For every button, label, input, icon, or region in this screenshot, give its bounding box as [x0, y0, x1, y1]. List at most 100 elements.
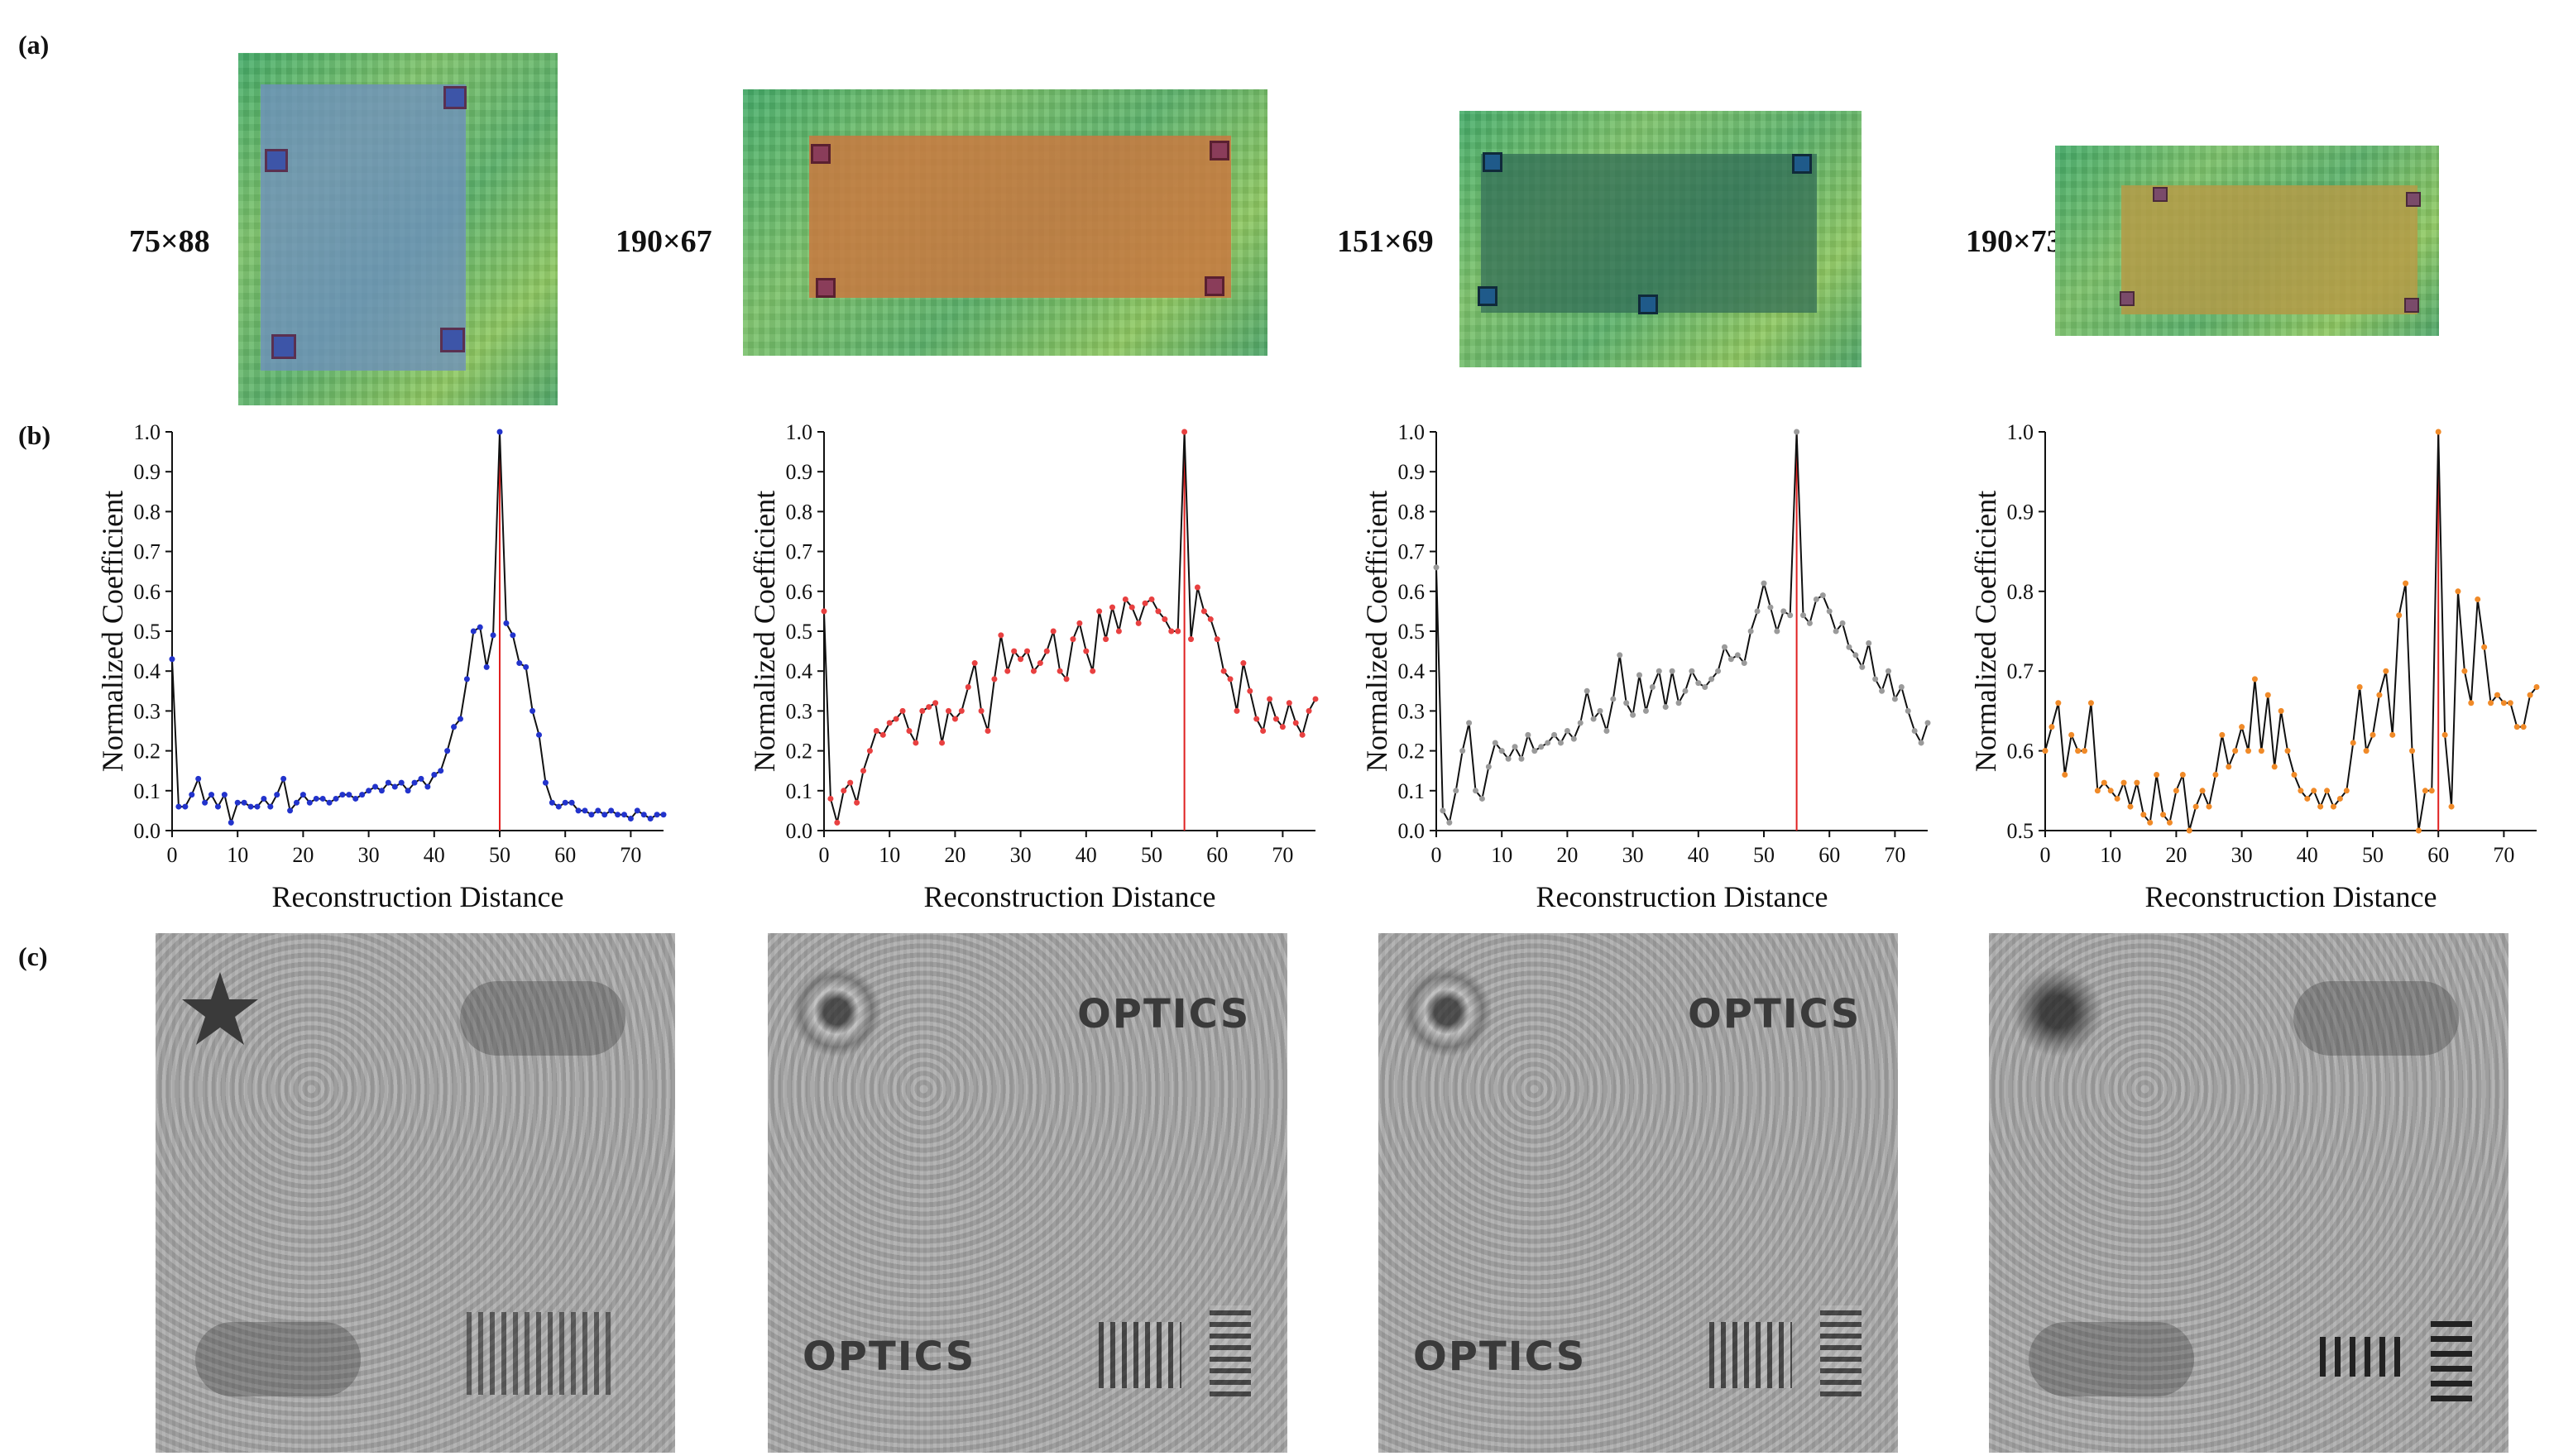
- x-axis-label: Reconstruction Distance: [1536, 880, 1828, 913]
- data-point: [1299, 731, 1306, 738]
- data-point: [1774, 628, 1780, 635]
- data-point: [1260, 728, 1267, 734]
- data-point: [549, 799, 555, 806]
- data-point: [1577, 720, 1584, 726]
- y-tick-label: 0.0: [1398, 819, 1426, 843]
- data-point: [1833, 628, 1839, 635]
- x-tick-label: 50: [2362, 843, 2384, 867]
- panel-label-b: (b): [18, 420, 51, 450]
- horizontal-bars: [1210, 1305, 1251, 1396]
- data-point: [2494, 692, 2500, 698]
- x-tick-label: 30: [358, 843, 380, 867]
- data-point: [595, 807, 601, 814]
- data-point: [1866, 639, 1872, 646]
- data-point: [1636, 672, 1643, 678]
- data-point: [1103, 636, 1109, 643]
- data-point: [1057, 668, 1063, 674]
- size-label-4: 190×73: [1966, 224, 2063, 259]
- y-tick-label: 0.3: [134, 699, 161, 723]
- series-line: [823, 431, 1316, 823]
- y-tick-label: 0.1: [134, 779, 161, 803]
- data-point: [359, 792, 366, 798]
- data-point: [1649, 683, 1656, 690]
- y-axis-label: Normalized Coefficient: [1969, 491, 2002, 772]
- corner-marker: [2153, 187, 2168, 202]
- data-point: [1498, 748, 1505, 754]
- data-point: [1564, 728, 1570, 734]
- data-point: [1070, 636, 1076, 643]
- data-point: [1200, 608, 1207, 615]
- data-point: [2311, 788, 2317, 794]
- data-point: [490, 632, 496, 639]
- data-point: [1879, 687, 1886, 694]
- data-point: [821, 608, 827, 615]
- data-point: [1459, 748, 1466, 754]
- data-point: [214, 803, 221, 810]
- y-tick-label: 0.4: [1398, 659, 1426, 683]
- data-point: [1128, 604, 1135, 611]
- data-point: [1227, 676, 1234, 682]
- correlation-chart-1: 0.0 0.1 0.2 0.3 0.4 0.5 0.6 0.7 0.8 0.9 1.0 0 10 20 30…: [96, 420, 667, 913]
- data-point: [2206, 803, 2212, 810]
- data-point: [893, 716, 899, 722]
- data-point: [634, 807, 640, 814]
- data-point: [866, 748, 873, 754]
- data-point: [1162, 616, 1168, 623]
- bar-grating: [1709, 1322, 1792, 1388]
- data-point: [2284, 748, 2291, 754]
- x-tick-label: 40: [1076, 843, 1097, 867]
- data-point: [879, 731, 886, 738]
- data-point: [483, 663, 490, 670]
- data-point: [2350, 740, 2356, 746]
- data-point: [1076, 620, 1083, 626]
- region-overlay-2: [809, 136, 1231, 298]
- data-point: [306, 799, 313, 806]
- data-point: [906, 728, 913, 734]
- data-point: [1492, 740, 1498, 746]
- data-point: [945, 707, 951, 714]
- data-point: [899, 707, 906, 714]
- data-point: [1597, 707, 1603, 714]
- bar-grating: [467, 1312, 616, 1395]
- corner-marker: [816, 278, 836, 298]
- x-tick-label: 10: [2100, 843, 2121, 867]
- reconstruction-1: [156, 933, 675, 1453]
- data-point: [2468, 700, 2475, 706]
- data-point: [523, 663, 529, 670]
- data-point: [2114, 795, 2120, 802]
- data-point: [1220, 668, 1227, 674]
- data-point: [470, 628, 477, 635]
- data-point: [2258, 748, 2264, 754]
- star-blur: [2012, 966, 2103, 1057]
- data-point: [299, 792, 306, 798]
- star-blur: [1402, 966, 1493, 1057]
- data-point: [1004, 668, 1011, 674]
- data-point: [2422, 788, 2428, 794]
- y-tick-label: 0.3: [786, 699, 813, 723]
- data-point: [274, 792, 280, 798]
- y-tick-label: 0.8: [134, 500, 161, 524]
- data-point: [1478, 795, 1485, 802]
- data-point: [2298, 788, 2304, 794]
- data-point: [1286, 700, 1292, 706]
- data-point: [939, 740, 946, 746]
- data-point: [1531, 748, 1538, 754]
- reconstruction-3: OPTICS OPTICS: [1378, 933, 1898, 1453]
- data-point: [1787, 612, 1794, 619]
- x-tick-label: 10: [1491, 843, 1512, 867]
- x-tick-label: 10: [879, 843, 900, 867]
- horizontal-bars: [2431, 1315, 2472, 1401]
- data-point: [1891, 696, 1898, 702]
- data-point: [1312, 696, 1319, 702]
- star-blur: [791, 966, 882, 1057]
- x-axis-label: Reconstruction Distance: [924, 880, 1216, 913]
- correlation-chart-4: 0.5 0.6 0.7 0.8 0.9 1.0 0 10 20 30 40 50 60 70 Reconst…: [1969, 420, 2540, 913]
- x-tick-label: 20: [944, 843, 966, 867]
- x-tick-label: 10: [227, 843, 248, 867]
- y-tick-label: 1.0: [2007, 420, 2034, 444]
- data-point: [1011, 648, 1018, 654]
- data-point: [1473, 788, 1479, 794]
- data-point: [2154, 772, 2160, 778]
- data-point: [352, 795, 359, 802]
- data-point: [1872, 676, 1879, 682]
